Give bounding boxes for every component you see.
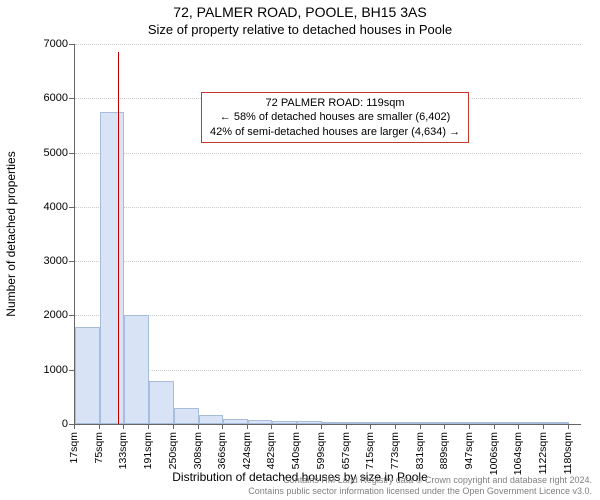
x-tick-label: 599sqm [315, 432, 327, 469]
x-tick [494, 424, 495, 429]
x-tick-label: 773sqm [389, 432, 401, 469]
histogram-bar [272, 421, 297, 424]
histogram-bar [470, 422, 495, 424]
histogram-bar [347, 422, 372, 424]
y-tick [69, 153, 74, 154]
x-tick-label: 1122sqm [537, 432, 549, 474]
grid-line [75, 261, 581, 262]
y-tick [69, 261, 74, 262]
footer-attribution: Contains HM Land Registry data © Crown c… [248, 475, 592, 497]
histogram-bar [223, 419, 248, 424]
x-tick-label: 424sqm [241, 432, 253, 469]
x-tick-label: 308sqm [192, 432, 204, 469]
x-tick [321, 424, 322, 429]
x-tick-label: 831sqm [414, 432, 426, 469]
x-tick [198, 424, 199, 429]
y-tick [69, 315, 74, 316]
footer-line2: Contains public sector information licen… [248, 486, 592, 497]
y-tick-label: 3000 [18, 255, 68, 267]
histogram-bar [495, 422, 520, 424]
chart-title-subtitle: Size of property relative to detached ho… [0, 22, 600, 37]
histogram-bar [322, 422, 347, 424]
footer-line1: Contains HM Land Registry data © Crown c… [248, 475, 592, 486]
grid-line [75, 44, 581, 45]
x-tick-label: 715sqm [364, 432, 376, 469]
x-tick-label: 1006sqm [488, 432, 500, 475]
histogram-bar [396, 422, 421, 424]
histogram-bar [297, 421, 322, 424]
y-tick [69, 207, 74, 208]
x-tick-label: 947sqm [463, 432, 475, 469]
x-tick-label: 75sqm [93, 432, 105, 464]
annotation-line2: ← 58% of detached houses are smaller (6,… [210, 110, 460, 124]
y-axis-label: Number of detached properties [4, 151, 18, 316]
grid-line [75, 370, 581, 371]
y-tick [69, 98, 74, 99]
x-tick-label: 1064sqm [512, 432, 524, 475]
histogram-bar [174, 408, 199, 424]
y-tick-label: 0 [18, 418, 68, 430]
annotation-line3: 42% of semi-detached houses are larger (… [210, 125, 460, 139]
x-tick [568, 424, 569, 429]
y-tick [69, 370, 74, 371]
x-tick [469, 424, 470, 429]
histogram-bar [100, 112, 125, 424]
chart-title-address: 72, PALMER ROAD, POOLE, BH15 3AS [0, 4, 600, 20]
x-tick [370, 424, 371, 429]
x-tick-label: 540sqm [290, 432, 302, 469]
grid-line [75, 153, 581, 154]
x-tick [222, 424, 223, 429]
histogram-bar [371, 422, 396, 424]
y-tick-label: 2000 [18, 309, 68, 321]
x-tick [148, 424, 149, 429]
annotation-box: 72 PALMER ROAD: 119sqm ← 58% of detached… [201, 92, 469, 143]
y-tick [69, 44, 74, 45]
x-tick [173, 424, 174, 429]
x-tick-label: 17sqm [68, 432, 80, 464]
grid-line [75, 315, 581, 316]
histogram-bar [544, 422, 569, 424]
x-tick [271, 424, 272, 429]
x-tick-label: 657sqm [340, 432, 352, 469]
y-tick-label: 5000 [18, 147, 68, 159]
histogram-bar [149, 381, 174, 424]
property-marker-line [118, 52, 119, 424]
x-tick-label: 250sqm [167, 432, 179, 469]
histogram-bar [519, 422, 544, 424]
histogram-bar [248, 420, 273, 424]
y-tick-label: 1000 [18, 364, 68, 376]
x-tick [543, 424, 544, 429]
x-tick [123, 424, 124, 429]
histogram-chart: 72, PALMER ROAD, POOLE, BH15 3AS Size of… [0, 0, 600, 500]
x-tick-label: 191sqm [142, 432, 154, 469]
histogram-bar [124, 315, 149, 424]
y-tick-label: 4000 [18, 201, 68, 213]
x-tick-label: 1180sqm [562, 432, 574, 474]
annotation-line1: 72 PALMER ROAD: 119sqm [210, 96, 460, 110]
histogram-bar [421, 422, 446, 424]
x-tick [247, 424, 248, 429]
histogram-bar [445, 422, 470, 424]
x-tick [395, 424, 396, 429]
x-tick-label: 366sqm [216, 432, 228, 469]
y-tick-label: 7000 [18, 38, 68, 50]
histogram-bar [199, 415, 224, 424]
x-tick [296, 424, 297, 429]
y-tick-label: 6000 [18, 92, 68, 104]
histogram-bar [75, 327, 100, 424]
x-tick [74, 424, 75, 429]
x-tick-label: 889sqm [438, 432, 450, 469]
x-tick [420, 424, 421, 429]
x-tick [518, 424, 519, 429]
x-tick-label: 133sqm [117, 432, 129, 469]
x-tick [346, 424, 347, 429]
plot-area: 72 PALMER ROAD: 119sqm ← 58% of detached… [74, 44, 581, 425]
grid-line [75, 207, 581, 208]
x-tick [444, 424, 445, 429]
x-tick [99, 424, 100, 429]
x-tick-label: 482sqm [265, 432, 277, 469]
